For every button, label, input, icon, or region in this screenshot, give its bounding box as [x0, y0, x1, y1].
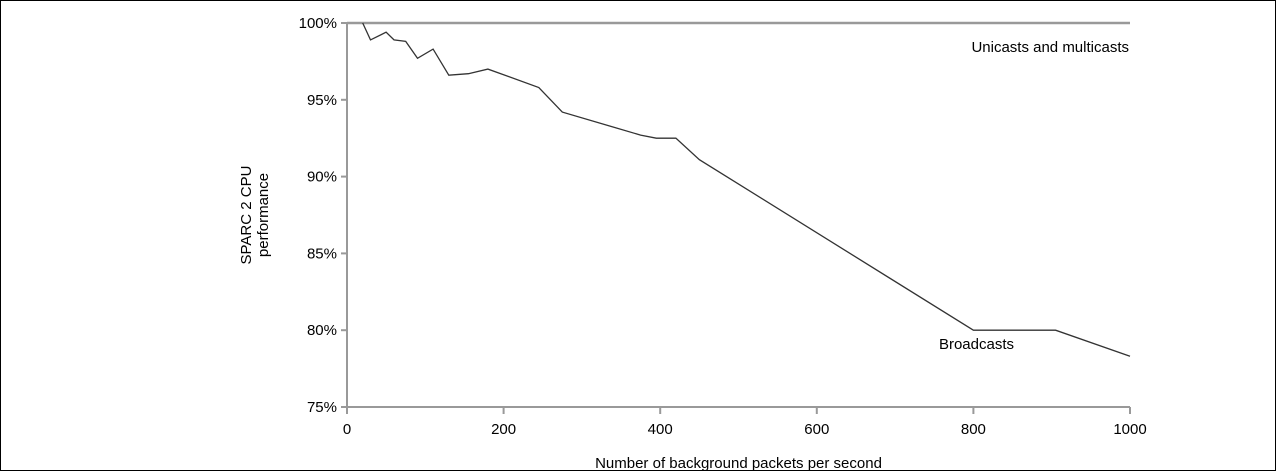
broadcast-series-label: Broadcasts [939, 336, 1014, 353]
x-tick-label: 800 [961, 421, 986, 438]
axes: 75% 80% 85% 90% 95% 100% 0 200 400 600 800 1000 [299, 15, 1147, 438]
series-lines [347, 21, 1131, 357]
y-tick-label: 80% [307, 322, 337, 339]
y-tick-label: 90% [307, 169, 337, 186]
y-axis-title: SPARC 2 CPU performance [238, 166, 272, 265]
y-tick-label: 75% [307, 399, 337, 416]
y-tick-label: 100% [299, 15, 337, 32]
y-tick-label: 85% [307, 245, 337, 262]
y-axis-title-line-2: performance [255, 173, 272, 257]
y-axis-title-line-1: SPARC 2 CPU [238, 166, 255, 265]
x-tick-label: 600 [804, 421, 829, 438]
x-tick-label: 1000 [1113, 421, 1146, 438]
x-axis-title: Number of background packets per second [595, 455, 882, 472]
chart-labels: Number of background packets per second … [238, 39, 1129, 472]
x-tick-label: 200 [491, 421, 516, 438]
x-tick-label: 0 [343, 421, 351, 438]
unicast-series-label: Unicasts and multicasts [971, 39, 1129, 56]
y-tick-label: 95% [307, 92, 337, 109]
broadcast-line [362, 22, 1131, 357]
x-tick-label: 400 [648, 421, 673, 438]
